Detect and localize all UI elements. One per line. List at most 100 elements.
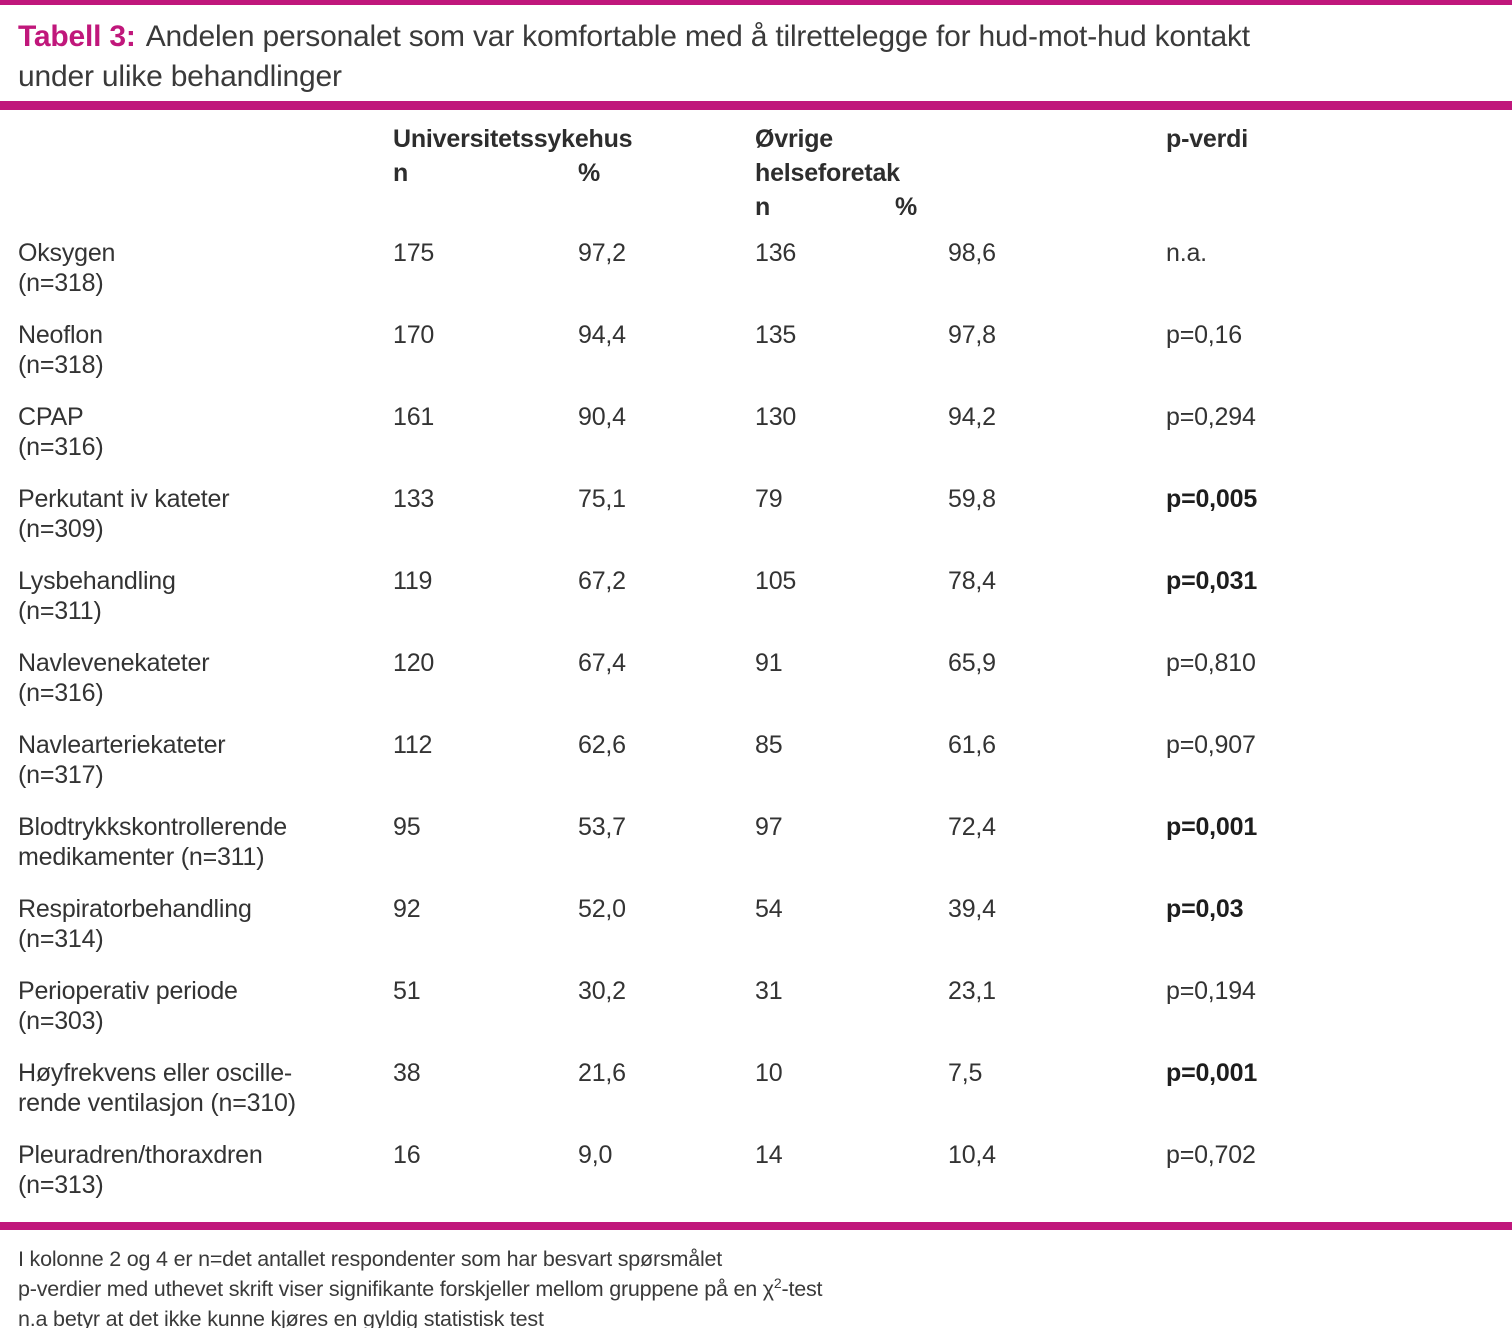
treatment-row: Høyfrekvens eller oscille- rende ventila… [18, 1058, 1494, 1118]
p-value: p=0,16 [1166, 321, 1242, 349]
p-value: p=0,001 [1166, 813, 1258, 841]
oh-pct-value: 97,8 [948, 321, 996, 349]
oh-n-value: 85 [755, 731, 783, 759]
oh-pct-value: 98,6 [948, 239, 996, 267]
treatment-name: Respiratorbehandling (n=314) [18, 894, 393, 954]
subheader-oh: n % [755, 190, 1166, 224]
treatment-name-line2: (n=316) [18, 433, 104, 461]
us-pct-value: 67,2 [578, 567, 626, 595]
treatment-row: Respiratorbehandling (n=314) 92 52,0 54 … [18, 894, 1494, 954]
footnote-1: I kolonne 2 og 4 er n=det antallet respo… [18, 1247, 723, 1271]
us-pct-value: 52,0 [578, 895, 626, 923]
header-accent-line [0, 101, 1512, 110]
us-n-value: 133 [393, 485, 435, 513]
treatment-row: Lysbehandling (n=311) 119 67,2 105 78,4 … [18, 566, 1494, 626]
treatment-name-line2: (n=311) [18, 597, 102, 625]
oh-pct-value: 59,8 [948, 485, 996, 513]
oh-n-value: 79 [755, 485, 783, 513]
us-n-value: 92 [393, 895, 421, 923]
us-pct-value: 97,2 [578, 239, 626, 267]
header-oh-pct: % [895, 193, 918, 221]
us-n-value: 112 [393, 731, 433, 759]
treatment-name-line2: rende ventilasjon (n=310) [18, 1089, 296, 1117]
p-value: p=0,810 [1166, 649, 1256, 677]
treatment-name-line1: Neoflon [18, 321, 103, 349]
oh-n-value: 130 [755, 403, 797, 431]
treatment-name-line2: (n=313) [18, 1171, 104, 1199]
oh-n-value: 10 [755, 1059, 783, 1087]
oh-n-value: 14 [755, 1141, 783, 1169]
treatment-name-line1: Perkutant iv kateter [18, 485, 230, 513]
data-table: Universitetssykehus n % Øvrige helsefore… [0, 110, 1512, 1200]
us-n-value: 161 [393, 403, 435, 431]
us-pct-value: 21,6 [578, 1059, 626, 1087]
us-n-value: 51 [393, 977, 421, 1005]
oh-pct-value: 39,4 [948, 895, 996, 923]
treatment-row: Neoflon (n=318) 170 94,4 135 97,8 p=0,16 [18, 320, 1494, 380]
table-title-text: Andelen personalet som var komfortable m… [145, 20, 1250, 53]
treatment-name-line1: Pleuradren/thoraxdren [18, 1141, 263, 1169]
treatment-row: Perioperativ periode (n=303) 51 30,2 31 … [18, 976, 1494, 1036]
bottom-accent-line [0, 1222, 1512, 1230]
p-value: p=0,031 [1166, 567, 1258, 595]
footnote-2-superscript: 2 [773, 1274, 782, 1291]
us-pct-value: 62,6 [578, 731, 626, 759]
column-group-universitetssykehus: Universitetssykehus n % [393, 122, 755, 190]
us-pct-value: 53,7 [578, 813, 626, 841]
us-pct-value: 75,1 [578, 485, 626, 513]
treatment-name-line1: Perioperativ periode [18, 977, 238, 1005]
treatment-name-line2: (n=318) [18, 269, 104, 297]
us-n-value: 95 [393, 813, 421, 841]
treatment-row: Pleuradren/thoraxdren (n=313) 16 9,0 14 … [18, 1140, 1494, 1200]
oh-pct-value: 7,5 [948, 1059, 983, 1087]
oh-pct-value: 65,9 [948, 649, 996, 677]
p-value: p=0,001 [1166, 1059, 1258, 1087]
table-rows: Oksygen (n=318) 175 97,2 136 98,6 n.a. N… [18, 238, 1494, 1200]
oh-n-value: 54 [755, 895, 783, 923]
p-value: p=0,294 [1166, 403, 1256, 431]
table-title: Tabell 3: Andelen personalet som var komf… [0, 5, 1512, 101]
oh-pct-value: 78,4 [948, 567, 996, 595]
treatment-name-line2: (n=316) [18, 679, 104, 707]
group-label-ovrige: Øvrige [755, 125, 833, 153]
group-label-helseforetak: helseforetak [755, 159, 900, 187]
treatment-name-line2: (n=309) [18, 515, 104, 543]
treatment-name: Pleuradren/thoraxdren (n=313) [18, 1140, 393, 1200]
treatment-row: Oksygen (n=318) 175 97,2 136 98,6 n.a. [18, 238, 1494, 298]
us-pct-value: 30,2 [578, 977, 626, 1005]
subheader-us: n % [393, 156, 755, 190]
oh-n-value: 135 [755, 321, 797, 349]
treatment-name-line1: Oksygen [18, 239, 116, 267]
us-pct-value: 9,0 [578, 1141, 613, 1169]
footnote-2-text: p-verdier med uthevet skrift viser signi… [18, 1277, 774, 1301]
us-n-value: 170 [393, 321, 435, 349]
treatment-row: Navlearteriekateter (n=317) 112 62,6 85 … [18, 730, 1494, 790]
header-us-n: n [393, 159, 409, 187]
treatment-name-line2: medikamenter (n=311) [18, 843, 265, 871]
treatment-row: Perkutant iv kateter (n=309) 133 75,1 79… [18, 484, 1494, 544]
p-value: p=0,005 [1166, 485, 1258, 513]
footnote-3: n.a betyr at det ikke kunne kjøres en gy… [18, 1307, 544, 1328]
p-value: p=0,03 [1166, 895, 1244, 923]
treatment-name: Perkutant iv kateter (n=309) [18, 484, 393, 544]
us-n-value: 120 [393, 649, 435, 677]
treatment-name-line1: Lysbehandling [18, 567, 176, 595]
treatment-name: Neoflon (n=318) [18, 320, 393, 380]
oh-n-value: 105 [755, 567, 797, 595]
treatment-name-line1: Respiratorbehandling [18, 895, 252, 923]
p-value: n.a. [1166, 239, 1207, 267]
oh-n-value: 91 [755, 649, 783, 677]
treatment-row: CPAP (n=316) 161 90,4 130 94,2 p=0,294 [18, 402, 1494, 462]
us-n-value: 16 [393, 1141, 421, 1169]
oh-n-value: 136 [755, 239, 797, 267]
treatment-name-line2: (n=317) [18, 761, 104, 789]
table-title-line1: Tabell 3: Andelen personalet som var komf… [18, 17, 1494, 57]
p-value: p=0,194 [1166, 977, 1256, 1005]
oh-pct-value: 10,4 [948, 1141, 996, 1169]
p-value: p=0,907 [1166, 731, 1256, 759]
oh-pct-value: 61,6 [948, 731, 996, 759]
treatment-name: Navlevenekateter (n=316) [18, 648, 393, 708]
treatment-name-line1: Navlearteriekateter [18, 731, 226, 759]
us-pct-value: 94,4 [578, 321, 626, 349]
